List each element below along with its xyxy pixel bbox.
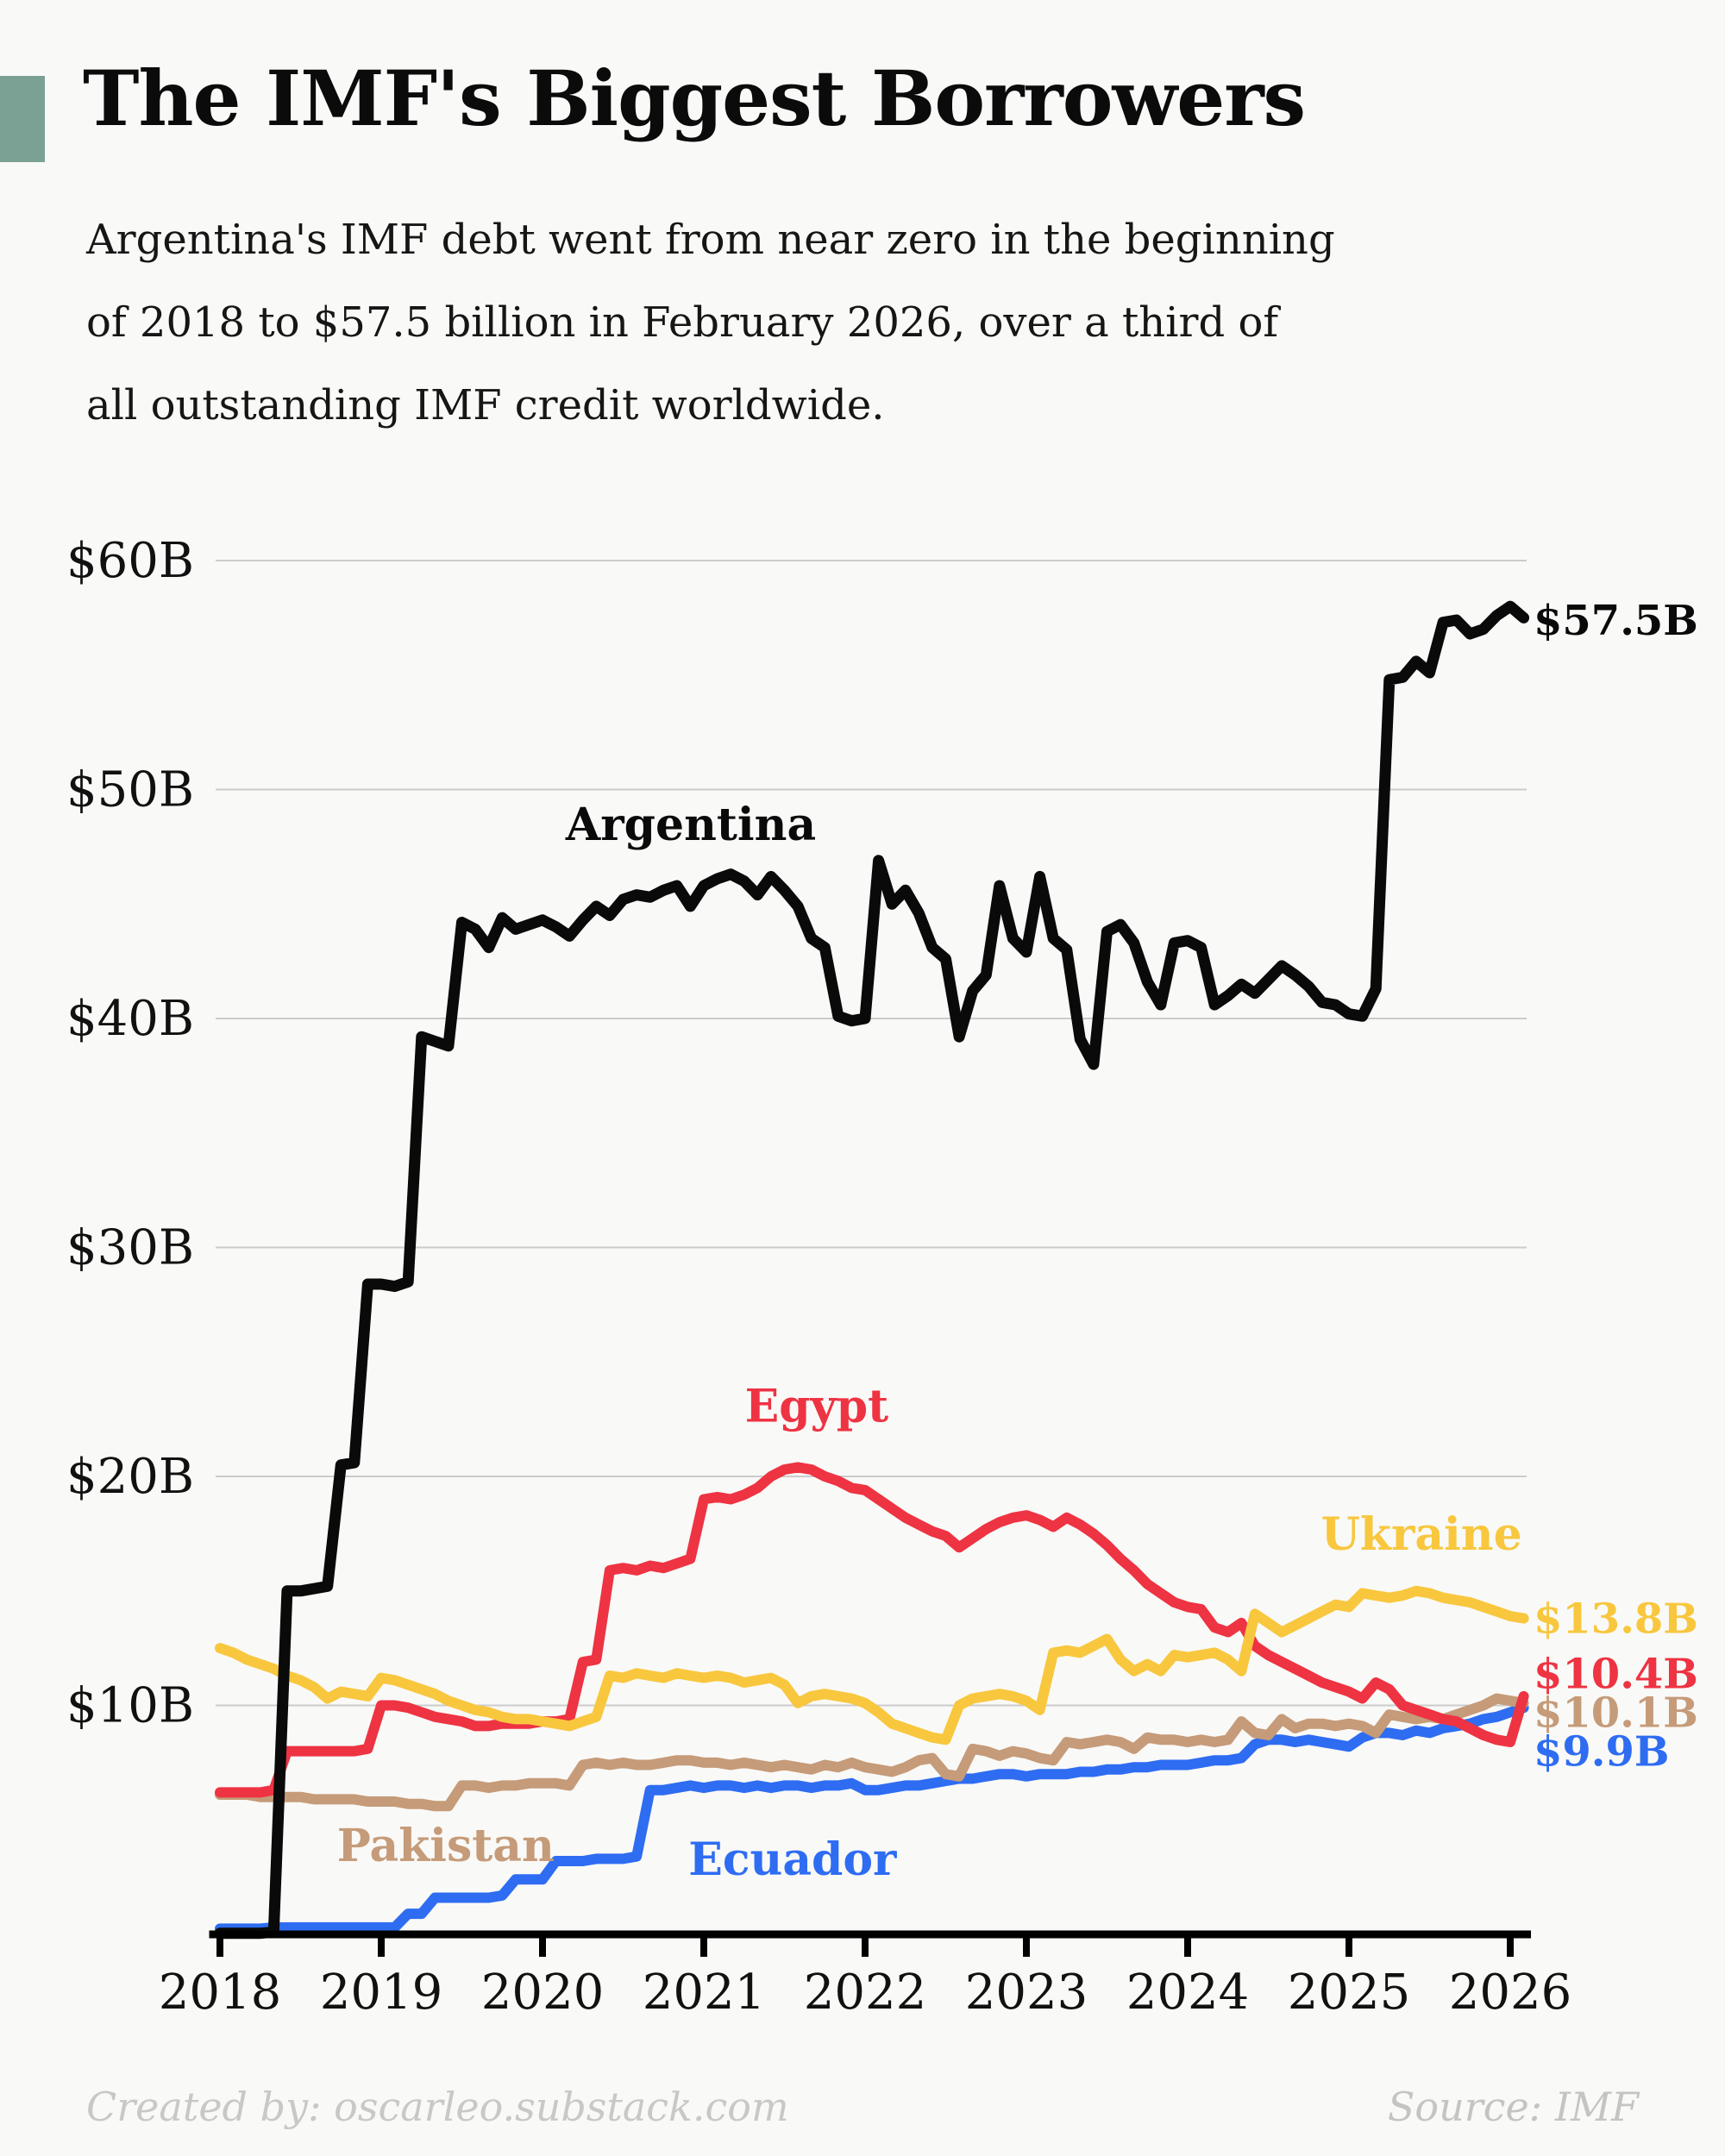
subtitle-line-3: all outstanding IMF credit worldwide.	[86, 381, 885, 429]
y-tick-label-20: $20B	[66, 1449, 194, 1505]
subtitle-line-1: Argentina's IMF debt went from near zero…	[86, 216, 1335, 264]
x-tick-label-2020: 2020	[481, 1965, 605, 2021]
footer-credit: Created by: oscarleo.substack.com	[86, 2084, 789, 2130]
series-label-egypt: Egypt	[745, 1380, 889, 1432]
y-tick-label-40: $40B	[66, 991, 194, 1047]
end-value-label-egypt: $10.4B	[1534, 1650, 1698, 1698]
end-value-label-ukraine: $13.8B	[1534, 1595, 1698, 1644]
series-label-argentina: Argentina	[565, 799, 816, 851]
footer-source: Source: IMF	[1387, 2084, 1639, 2130]
series-line-argentina	[214, 600, 1530, 1940]
title-accent-square	[0, 76, 45, 162]
series-label-pakistan: Pakistan	[337, 1820, 555, 1872]
y-tick-label-60: $60B	[66, 533, 194, 589]
x-tick-label-2019: 2019	[320, 1965, 443, 2021]
x-tick-label-2018: 2018	[159, 1965, 282, 2021]
y-tick-label-50: $50B	[66, 762, 194, 818]
subtitle-line-2: of 2018 to $57.5 billion in February 202…	[86, 298, 1279, 347]
y-tick-label-30: $30B	[66, 1220, 194, 1276]
x-tick-label-2021: 2021	[643, 1965, 766, 2021]
end-value-label-pakistan: $10.1B	[1534, 1689, 1698, 1737]
x-tick-label-2023: 2023	[965, 1965, 1088, 2021]
series-line-egypt	[215, 1462, 1529, 1798]
chart-subtitle: Argentina's IMF debt went from near zero…	[86, 198, 1639, 447]
end-value-label-ecuador: $9.9B	[1534, 1728, 1669, 1777]
series-label-ecuador: Ecuador	[688, 1833, 897, 1886]
x-tick-label-2024: 2024	[1126, 1965, 1250, 2021]
end-value-label-argentina: $57.5B	[1534, 597, 1698, 645]
series-line-ecuador	[215, 1702, 1529, 1934]
page-title: The IMF's Biggest Borrowers	[83, 53, 1306, 143]
series-label-ukraine: Ukraine	[1321, 1508, 1522, 1561]
series-line-pakistan	[215, 1693, 1529, 1812]
series-line-ukraine	[215, 1585, 1529, 1745]
x-tick-label-2022: 2022	[804, 1965, 927, 2021]
x-tick-label-2025: 2025	[1288, 1965, 1411, 2021]
x-tick-label-2026: 2026	[1449, 1965, 1572, 2021]
y-tick-label-10: $10B	[66, 1678, 194, 1734]
